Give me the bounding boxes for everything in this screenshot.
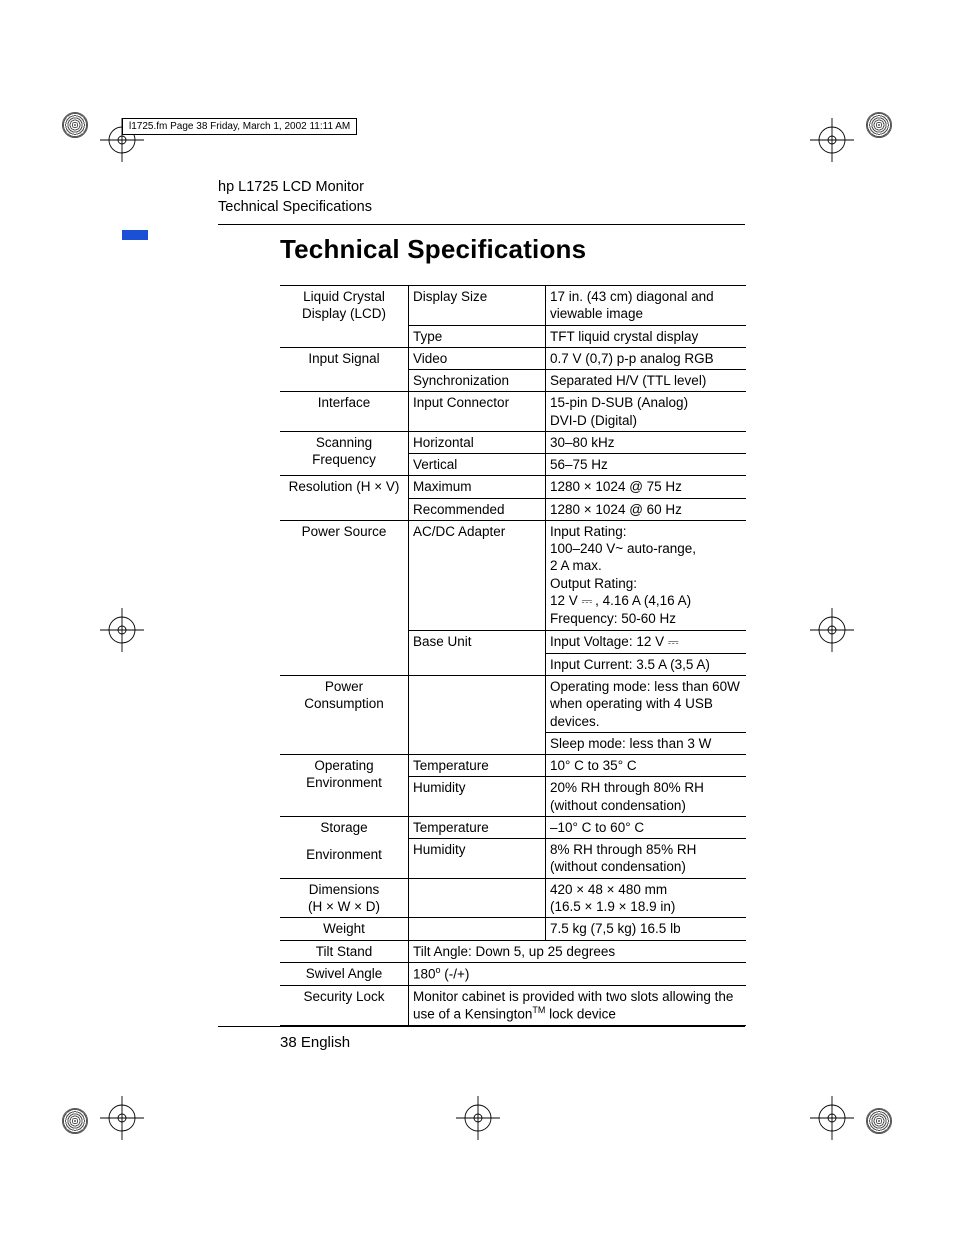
spec-category: Weight [280,918,409,940]
spec-value: 15-pin D-SUB (Analog)DVI-D (Digital) [546,392,747,432]
spec-value: Separated H/V (TTL level) [546,370,747,392]
spec-category: Liquid Crystal Display (LCD) [280,286,409,348]
table-row: Security LockMonitor cabinet is provided… [280,985,746,1025]
spec-value: Tilt Angle: Down 5, up 25 degrees [409,940,747,962]
spec-category: Power Source [280,520,409,675]
spec-parameter: Base Unit [409,630,546,676]
spec-category: Input Signal [280,347,409,392]
spec-value: Input Rating:100–240 V~ auto-range,2 A m… [546,520,747,630]
spec-parameter: Humidity [409,777,546,817]
running-head: hp L1725 LCD Monitor Technical Specifica… [218,178,372,217]
table-row: Operating EnvironmentTemperature10° C to… [280,755,746,777]
table-row: Power SourceAC/DC AdapterInput Rating:10… [280,520,746,630]
spec-value: Operating mode: less than 60W when opera… [546,676,747,733]
page-folio: 38 English [280,1034,350,1051]
crop-mark-icon [456,1096,500,1140]
spec-value: 420 × 48 × 480 mm(16.5 × 1.9 × 18.9 in) [546,878,747,918]
table-row: Dimensions(H × W × D) 420 × 48 × 480 mm(1… [280,878,746,918]
spec-parameter: Horizontal [409,431,546,453]
spec-category: StorageEnvironment [280,816,409,878]
crop-mark-icon [810,1096,854,1140]
spec-category: Operating Environment [280,755,409,817]
spec-value: 180o (-/+) [409,962,747,985]
spec-value: –10° C to 60° C [546,816,747,838]
crop-mark-icon [810,118,854,162]
spec-parameter: Temperature [409,816,546,838]
spec-parameter: Recommended [409,498,546,520]
spec-value: TFT liquid crystal display [546,325,747,347]
spec-parameter: Temperature [409,755,546,777]
spec-category: Interface [280,392,409,432]
spec-category: Resolution (H × V) [280,476,409,521]
spec-parameter: Maximum [409,476,546,498]
crop-mark-icon [810,608,854,652]
spec-value: Input Voltage: 12 V ⎓ [546,630,747,653]
spec-parameter: Video [409,347,546,369]
table-row: Swivel Angle180o (-/+) [280,962,746,985]
crop-dot-icon [62,112,88,138]
spec-value: 56–75 Hz [546,454,747,476]
spec-parameter: Input Connector [409,392,546,432]
crop-mark-icon [100,1096,144,1140]
table-row: InterfaceInput Connector15-pin D-SUB (An… [280,392,746,432]
table-row: Scanning FrequencyHorizontal30–80 kHz [280,431,746,453]
spec-value: 30–80 kHz [546,431,747,453]
spec-value: Sleep mode: less than 3 W [546,732,747,754]
crop-dot-icon [866,112,892,138]
spec-category: Scanning Frequency [280,431,409,476]
spec-parameter [409,918,546,940]
running-head-line-1: hp L1725 LCD Monitor [218,179,364,195]
spec-parameter: AC/DC Adapter [409,520,546,630]
spec-value: 7.5 kg (7,5 kg) 16.5 lb [546,918,747,940]
spec-value: Monitor cabinet is provided with two slo… [409,985,747,1025]
spec-value: 1280 × 1024 @ 60 Hz [546,498,747,520]
crop-dot-icon [866,1108,892,1134]
table-row: Resolution (H × V)Maximum1280 × 1024 @ 7… [280,476,746,498]
table-row: StorageEnvironmentTemperature–10° C to 6… [280,816,746,838]
spec-parameter: Display Size [409,286,546,326]
spec-category: Dimensions(H × W × D) [280,878,409,918]
spec-table: Liquid Crystal Display (LCD)Display Size… [280,285,746,1026]
spec-value: Input Current: 3.5 A (3,5 A) [546,653,747,675]
spec-value: 17 in. (43 cm) diagonal and viewable ima… [546,286,747,326]
table-row: Input SignalVideo0.7 V (0,7) p-p analog … [280,347,746,369]
crop-mark-icon [100,608,144,652]
accent-bar [122,230,148,240]
page-title: Technical Specifications [280,234,586,265]
spec-value: 20% RH through 80% RH (without condensat… [546,777,747,817]
spec-parameter: Humidity [409,839,546,879]
table-row: Weight 7.5 kg (7,5 kg) 16.5 lb [280,918,746,940]
spec-value: 10° C to 35° C [546,755,747,777]
spec-value: 8% RH through 85% RH (without condensati… [546,839,747,879]
page: l1725.fm Page 38 Friday, March 1, 2002 1… [0,0,954,1235]
spec-value: 0.7 V (0,7) p-p analog RGB [546,347,747,369]
spec-category: Security Lock [280,985,409,1025]
crop-dot-icon [62,1108,88,1134]
table-row: Liquid Crystal Display (LCD)Display Size… [280,286,746,326]
table-row: Power ConsumptionOperating mode: less th… [280,676,746,733]
spec-parameter: Type [409,325,546,347]
spec-parameter [409,878,546,918]
spec-category: Swivel Angle [280,962,409,985]
table-row: Tilt StandTilt Angle: Down 5, up 25 degr… [280,940,746,962]
spec-value: 1280 × 1024 @ 75 Hz [546,476,747,498]
spec-parameter [409,676,546,755]
header-rule [218,224,745,225]
running-head-line-2: Technical Specifications [218,198,372,218]
spec-category: Tilt Stand [280,940,409,962]
footer-rule [218,1026,745,1027]
spec-parameter: Vertical [409,454,546,476]
spec-parameter: Synchronization [409,370,546,392]
framemaker-header: l1725.fm Page 38 Friday, March 1, 2002 1… [122,118,357,135]
spec-category: Power Consumption [280,676,409,755]
